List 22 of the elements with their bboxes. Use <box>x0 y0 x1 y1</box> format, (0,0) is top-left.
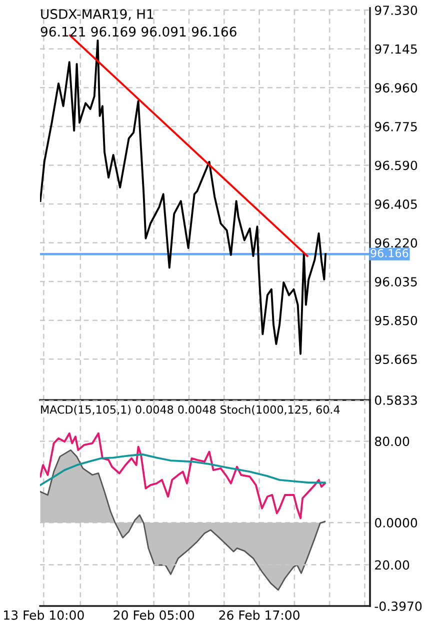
x-tick-label: 26 Feb 17:00 <box>219 610 300 620</box>
x-tick-label: 20 Feb 05:00 <box>114 610 194 620</box>
y-tick-label: 96.035 <box>374 277 417 286</box>
chart-title: USDX-MAR19, H1 <box>41 9 154 20</box>
y-tick-label: 95.665 <box>374 354 417 364</box>
y-tick-label: 97.145 <box>374 44 417 54</box>
x-tick-label: 13 Feb 10:00 <box>4 610 84 620</box>
y-tick-label: 96.590 <box>374 160 418 170</box>
y-tick-label: 95.850 <box>374 316 418 326</box>
text: 96.121 96.169 96.091 96.166 <box>40 26 236 37</box>
y2-tick-label: 20.00 <box>375 560 410 570</box>
y-tick-label: 97.330 <box>374 6 418 16</box>
y-tick-label: 96.405 <box>374 199 417 209</box>
y-tick-label: 96.220 <box>374 238 418 248</box>
y-tick-label: 96.775 <box>374 122 417 132</box>
ref-line-label: 96.166 <box>370 248 408 258</box>
y-tick-label: -0.3970 <box>374 601 422 611</box>
y-tick-label: 0.5833 <box>374 395 417 405</box>
y-tick-label: 0.0000 <box>374 518 418 528</box>
chart-title: MACD(15,105,1) 0.0048 0.0048 Stoch(1000,125, 60.4 <box>41 405 340 416</box>
y-tick-label: 96.960 <box>374 83 418 93</box>
y2-tick-label: 80.00 <box>375 436 410 446</box>
